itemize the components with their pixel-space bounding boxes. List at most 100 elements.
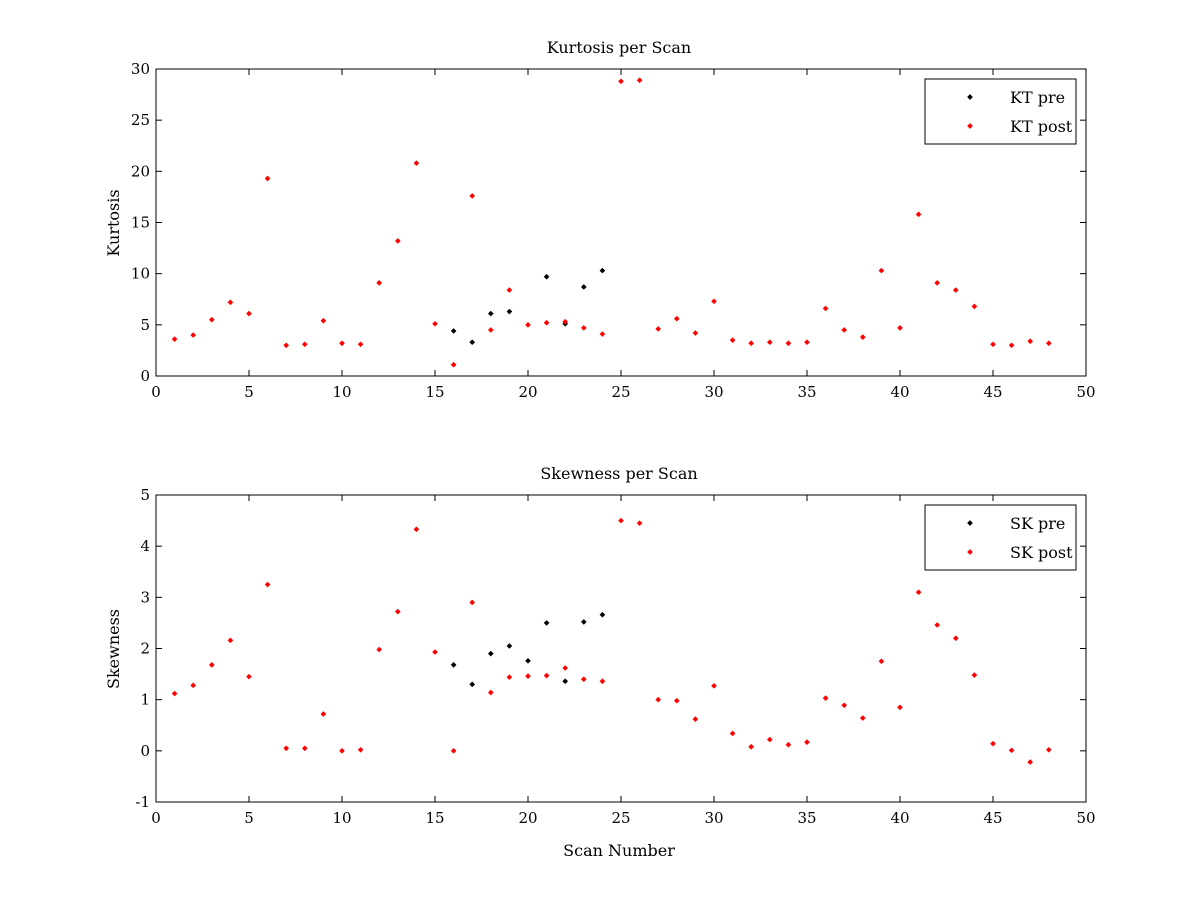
legend-label-kt-pre: KT pre (1010, 88, 1065, 107)
point-sk-post (469, 599, 476, 606)
legend-label-kt-post: KT post (1010, 117, 1073, 136)
point-kt-post (1027, 338, 1034, 345)
point-sk-post (804, 739, 810, 745)
point-kt-post (766, 339, 773, 346)
point-kt-post (785, 340, 792, 347)
point-kt-post (636, 77, 643, 84)
kurtosis-y-axis-label: Kurtosis (104, 189, 123, 256)
point-sk-pre (525, 657, 531, 664)
y-tick-label: 5 (140, 486, 150, 504)
point-sk-post (971, 672, 978, 678)
point-kt-pre (469, 339, 476, 346)
point-sk-post (543, 672, 550, 679)
skewness-legend-box (924, 504, 1077, 571)
point-sk-post (1027, 759, 1034, 765)
point-sk-post (376, 646, 383, 653)
point-sk-post (748, 743, 755, 750)
y-tick-label: -1 (135, 793, 150, 811)
x-tick-label: 40 (890, 383, 909, 401)
point-kt-post (990, 341, 996, 348)
point-kt-post (729, 337, 736, 344)
kurtosis-ticks: 0 5 10 15 20 25 30 35 40 45 50 0 5 10 15 20 25 30 (131, 60, 1096, 401)
point-kt-post (283, 342, 290, 349)
point-kt-post (859, 334, 866, 340)
point-kt-post (673, 315, 680, 322)
y-tick-label: 3 (140, 588, 150, 606)
point-kt-post (1008, 342, 1015, 349)
point-sk-post (952, 635, 959, 642)
y-tick-label: 20 (131, 162, 150, 180)
point-sk-pre (562, 678, 569, 685)
point-kt-post (208, 316, 215, 323)
point-sk-post (897, 704, 903, 711)
point-kt-post (934, 280, 941, 286)
point-sk-post (841, 702, 848, 709)
point-kt-pre (487, 310, 494, 317)
point-kt-pre (543, 273, 550, 280)
point-kt-post (357, 341, 364, 348)
point-kt-post (748, 340, 755, 347)
point-kt-post (376, 280, 383, 286)
point-sk-post (413, 526, 420, 533)
point-sk-post (599, 678, 606, 685)
y-tick-label: 15 (131, 214, 150, 232)
point-kt-post (841, 327, 848, 333)
y-tick-label: 0 (140, 742, 150, 760)
point-sk-post (711, 683, 717, 689)
x-tick-label: 25 (611, 809, 630, 827)
kurtosis-legend: KT pre KT post (924, 78, 1077, 145)
kurtosis-plot-title: Kurtosis per Scan (547, 38, 691, 57)
point-sk-post (487, 689, 494, 696)
point-sk-post (934, 622, 941, 628)
x-tick-label: 30 (704, 383, 723, 401)
skewness-y-axis-label: Skewness (104, 609, 123, 689)
point-kt-post (878, 267, 885, 274)
point-kt-pre (450, 328, 457, 334)
point-sk-pre (469, 681, 476, 688)
skewness-plot: Skewness per Scan Skewness Scan Number 0… (104, 464, 1096, 860)
point-sk-pre (506, 643, 513, 649)
point-sk-post (227, 637, 234, 644)
point-sk-post (766, 736, 773, 743)
point-kt-post (692, 330, 699, 336)
x-tick-label: 35 (797, 383, 816, 401)
point-kt-post (190, 332, 197, 338)
x-tick-label: 15 (425, 809, 444, 827)
legend-marker-kt-pre (967, 94, 973, 100)
y-tick-label: 30 (131, 60, 150, 78)
skewness-plot-title: Skewness per Scan (540, 464, 697, 483)
x-tick-label: 5 (244, 383, 254, 401)
point-sk-post (673, 697, 680, 704)
point-sk-post (283, 745, 290, 752)
point-sk-post (171, 690, 178, 697)
x-tick-label: 10 (332, 809, 351, 827)
skewness-legend: SK pre SK post (924, 504, 1077, 571)
x-tick-label: 0 (151, 809, 161, 827)
point-sk-post (580, 676, 587, 683)
point-sk-pre (450, 662, 457, 668)
y-tick-label: 25 (131, 111, 150, 129)
legend-marker-sk-post (967, 549, 973, 555)
skewness-points (171, 517, 1052, 765)
point-kt-post (897, 325, 903, 331)
point-kt-post (506, 287, 513, 293)
point-sk-pre (543, 620, 550, 626)
point-sk-pre (599, 611, 606, 618)
point-sk-post (339, 748, 345, 754)
point-sk-post (692, 716, 699, 722)
legend-label-sk-post: SK post (1010, 543, 1073, 562)
point-kt-pre (599, 267, 606, 274)
point-sk-post (208, 662, 215, 668)
x-tick-label: 50 (1076, 809, 1095, 827)
point-kt-post (394, 238, 401, 244)
y-tick-label: 1 (140, 691, 150, 709)
point-kt-post (339, 340, 345, 347)
point-kt-post (413, 160, 420, 166)
point-sk-post (729, 730, 736, 737)
point-sk-post (320, 711, 327, 717)
x-tick-label: 45 (983, 383, 1002, 401)
point-kt-post (487, 327, 494, 333)
point-sk-post (394, 608, 401, 615)
